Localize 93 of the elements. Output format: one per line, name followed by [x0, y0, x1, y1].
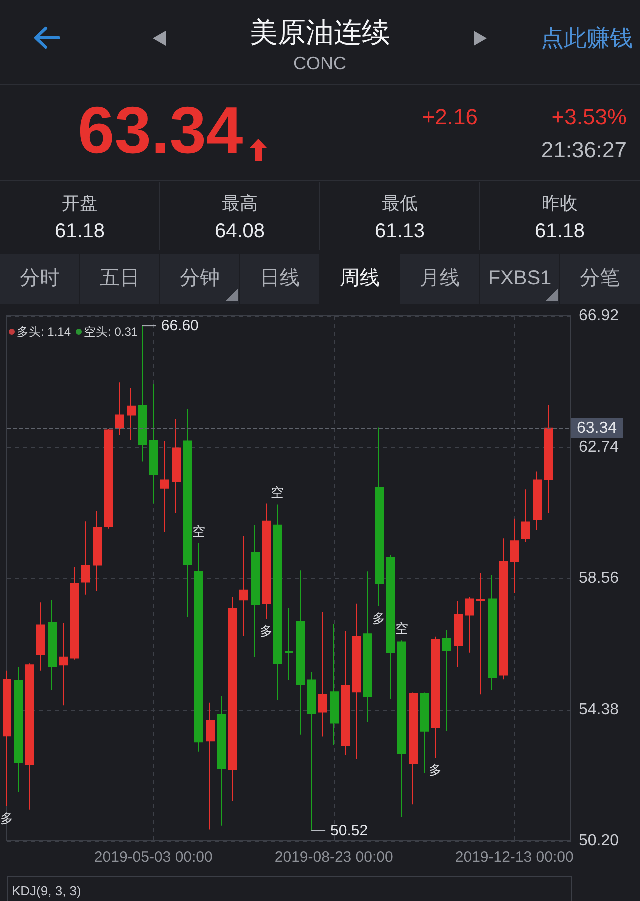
- candlestick: [330, 624, 339, 746]
- candlestick: [409, 692, 418, 806]
- annotation: 多: [372, 610, 386, 626]
- candlestick: [239, 536, 248, 636]
- text: 日线: [260, 268, 300, 290]
- text: 最高: [222, 194, 258, 214]
- text: 周线: [340, 268, 380, 290]
- y-tick-label: 58.56: [579, 570, 620, 587]
- candlestick: [183, 408, 192, 618]
- text: FXBS1: [488, 268, 552, 290]
- x-tick-label: 2019-05-03 00:00: [94, 849, 213, 866]
- annotation: 空: [271, 485, 284, 500]
- candlestick: [36, 602, 45, 672]
- candlestick: [70, 566, 79, 660]
- annotation: 空: [192, 524, 206, 539]
- candlestick: [93, 510, 102, 592]
- candlestick: [25, 663, 34, 810]
- text: 63.34: [78, 93, 244, 169]
- candlestick: [48, 600, 57, 691]
- chart-title: 美原油连续: [250, 16, 390, 50]
- text: +2.16: [422, 104, 478, 130]
- text: 分笔: [580, 268, 620, 290]
- candlestick: [104, 428, 113, 530]
- candlestick: [217, 696, 226, 826]
- annotation: 50.52: [330, 822, 368, 840]
- y-tick-label: 66.92: [579, 308, 620, 324]
- text: 分时: [20, 268, 60, 290]
- text: 最低: [382, 194, 418, 214]
- ref-line-label: 63.34: [577, 420, 618, 437]
- candlestick: [285, 608, 293, 681]
- candlestick: [499, 538, 508, 680]
- candlestick: [251, 524, 260, 658]
- annotation: 多头: 1.14: [17, 324, 72, 340]
- candlestick: [127, 388, 136, 441]
- y-tick-label: 54.38: [579, 701, 620, 718]
- candlestick: [115, 382, 124, 436]
- candlestick: [544, 404, 553, 514]
- candlestick: [442, 630, 451, 732]
- candlestick: [307, 672, 316, 832]
- annotation: 空: [395, 621, 408, 636]
- candlestick: [420, 692, 429, 774]
- text: 点此赚钱: [541, 24, 633, 52]
- candlestick: [375, 427, 384, 607]
- text: 月线: [420, 268, 460, 290]
- text: 61.18: [54, 220, 106, 244]
- text: KDJ(9, 3, 3): [12, 884, 82, 900]
- candlestick: [273, 504, 282, 701]
- candlestick: [149, 384, 158, 504]
- annotation: 66.60: [161, 318, 199, 335]
- candlestick: [465, 596, 474, 654]
- candlestick: [3, 670, 11, 807]
- candlestick: [296, 570, 305, 736]
- candlestick: [488, 574, 497, 691]
- text: 61.13: [374, 220, 426, 244]
- candlestick: [172, 418, 181, 514]
- chart-subtitle: CONC: [294, 54, 346, 74]
- candlestick: [81, 521, 90, 596]
- y-tick-label: 50.20: [579, 832, 620, 850]
- text: 分钟: [180, 268, 220, 290]
- candlestick: [454, 600, 463, 668]
- candlestick: [363, 571, 372, 723]
- candlestick: [318, 612, 327, 738]
- candlestick: [397, 640, 406, 818]
- text: 五日: [100, 268, 140, 290]
- candlestick: [352, 603, 361, 760]
- candlestick: [510, 518, 519, 594]
- candlestick: [138, 326, 147, 462]
- candlestick: [521, 489, 530, 543]
- candlestick: [533, 471, 542, 531]
- annotation: 空头: 0.31: [84, 324, 138, 340]
- x-tick-label: 2019-12-13 00:00: [455, 849, 574, 866]
- candlestick: [160, 440, 169, 533]
- x-tick-label: 2019-08-23 00:00: [274, 849, 394, 866]
- candlestick: [341, 630, 350, 756]
- annotation: 多: [260, 624, 273, 639]
- candlestick: [476, 572, 485, 696]
- text: +3.53%: [552, 104, 627, 130]
- candlestick: [431, 636, 440, 759]
- candlestick: [262, 503, 271, 620]
- candlestick: [228, 596, 237, 802]
- annotation: 多: [0, 810, 14, 826]
- candlestick: [386, 554, 395, 700]
- y-tick-label: 62.74: [579, 438, 620, 456]
- text: 昨收: [542, 194, 578, 214]
- text: 开盘: [62, 194, 98, 214]
- text: 64.08: [214, 220, 266, 244]
- candlestick: [59, 622, 68, 706]
- candlestick: [206, 702, 215, 830]
- candlestick: [14, 666, 23, 793]
- annotation: 多: [429, 762, 442, 778]
- text: 21:36:27: [541, 137, 627, 163]
- text: 61.18: [534, 220, 586, 244]
- candlestick: [194, 542, 203, 752]
